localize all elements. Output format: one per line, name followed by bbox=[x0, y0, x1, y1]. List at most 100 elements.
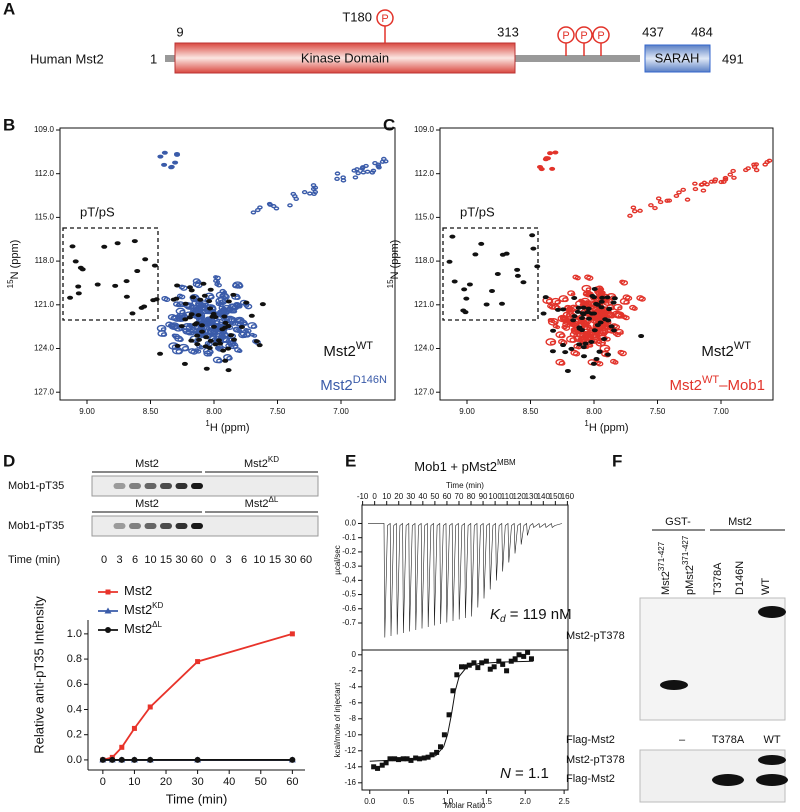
y-axis-label: 15N (ppm) bbox=[386, 240, 401, 289]
marker bbox=[194, 756, 201, 763]
itc-trace bbox=[368, 522, 563, 638]
axis-text: H (ppm) bbox=[589, 422, 629, 434]
peak bbox=[558, 360, 566, 366]
blot-band bbox=[113, 483, 126, 489]
peak bbox=[561, 315, 569, 322]
x-tick-label: 9.00 bbox=[459, 407, 475, 416]
peak bbox=[206, 299, 213, 304]
y-tick-label: -16 bbox=[344, 778, 356, 787]
peak bbox=[718, 179, 725, 185]
row-label: Mob1-pT35 bbox=[8, 520, 64, 532]
peak bbox=[157, 154, 164, 159]
peak bbox=[598, 305, 605, 310]
peak bbox=[638, 334, 645, 339]
peak bbox=[312, 185, 319, 190]
peak bbox=[173, 152, 180, 157]
peak bbox=[572, 351, 581, 357]
lane-sup: 371-427 bbox=[681, 535, 690, 565]
peak bbox=[606, 306, 613, 311]
peak bbox=[591, 311, 598, 316]
marker bbox=[450, 688, 456, 694]
x-tick-label: 9.00 bbox=[79, 407, 95, 416]
peak bbox=[157, 351, 164, 356]
peak bbox=[101, 244, 108, 249]
peak bbox=[176, 317, 182, 322]
iso: 15 bbox=[386, 279, 395, 288]
lane-label: WT bbox=[760, 578, 772, 595]
peak bbox=[340, 175, 346, 180]
peak bbox=[461, 287, 468, 292]
x-tick-label: 130 bbox=[525, 492, 539, 501]
peak bbox=[711, 179, 718, 184]
peak bbox=[238, 324, 245, 329]
blot-band bbox=[712, 774, 744, 786]
peak bbox=[630, 205, 637, 210]
x-tick-label: 160 bbox=[561, 492, 575, 501]
peak bbox=[190, 295, 197, 300]
peak bbox=[548, 304, 557, 310]
x-tick-label: 40 bbox=[223, 776, 235, 788]
axis-text: N (ppm) bbox=[389, 240, 401, 280]
peak bbox=[175, 348, 183, 355]
y-tick-label: 115.0 bbox=[35, 213, 55, 222]
peak bbox=[564, 368, 571, 373]
y-tick-label: -4 bbox=[349, 682, 357, 691]
peak bbox=[207, 338, 214, 343]
peak bbox=[123, 294, 130, 299]
group-label: Mst2ΔL bbox=[245, 495, 279, 510]
iso: 15 bbox=[6, 279, 15, 288]
group-label: Mst2 bbox=[135, 498, 159, 510]
peak bbox=[730, 168, 736, 174]
sarah-domain bbox=[644, 44, 711, 73]
peak bbox=[270, 204, 277, 209]
fit-line bbox=[369, 660, 534, 762]
phospho-circle bbox=[592, 26, 610, 44]
x-tick-label: 8.00 bbox=[206, 407, 222, 416]
peak bbox=[131, 239, 138, 244]
x-tick-label: 100 bbox=[488, 492, 502, 501]
marker bbox=[500, 661, 506, 667]
peak bbox=[648, 203, 654, 208]
sup: ΔL bbox=[269, 495, 279, 504]
peak bbox=[617, 306, 623, 311]
lane-label: pMst2371-427 bbox=[681, 535, 696, 595]
marker bbox=[105, 627, 111, 633]
kd-value: = 119 nM bbox=[506, 606, 572, 623]
blot-band bbox=[175, 483, 188, 489]
x-tick-label: 120 bbox=[513, 492, 527, 501]
x-tick-label: -10 bbox=[357, 492, 369, 501]
blot-band bbox=[758, 606, 786, 618]
peak bbox=[198, 323, 205, 328]
peak bbox=[566, 323, 571, 328]
peak bbox=[259, 302, 266, 307]
peak bbox=[586, 316, 593, 321]
time-tick: 30 bbox=[175, 554, 187, 566]
peak bbox=[211, 331, 218, 336]
peak bbox=[565, 313, 572, 318]
marker bbox=[479, 660, 485, 666]
y-tick-label: 118.0 bbox=[415, 256, 435, 265]
y-tick-label: -0.7 bbox=[342, 618, 356, 627]
peak bbox=[574, 275, 581, 281]
x-axis-label: 1H (ppm) bbox=[584, 419, 628, 434]
peak bbox=[742, 167, 749, 173]
x-tick-label: 60 bbox=[286, 776, 298, 788]
peak bbox=[225, 346, 232, 351]
blot bbox=[91, 475, 319, 497]
blot-band bbox=[129, 523, 141, 529]
peak bbox=[664, 198, 670, 203]
y-axis-label: Relative anti-pT35 Intensity bbox=[31, 596, 46, 754]
peak bbox=[194, 333, 201, 338]
marker bbox=[413, 755, 419, 761]
peak bbox=[601, 325, 607, 330]
marker bbox=[379, 762, 385, 768]
time-tick: 3 bbox=[225, 554, 231, 566]
peak bbox=[585, 306, 592, 311]
domain-label: Kinase Domain bbox=[301, 50, 389, 65]
blot bbox=[639, 597, 786, 721]
x-tick-label: 60 bbox=[442, 492, 451, 501]
blot-band bbox=[756, 774, 788, 786]
group-label: Mst2 bbox=[135, 458, 159, 470]
name: Mst2 bbox=[135, 498, 159, 510]
residue-label: 9 bbox=[176, 24, 183, 39]
